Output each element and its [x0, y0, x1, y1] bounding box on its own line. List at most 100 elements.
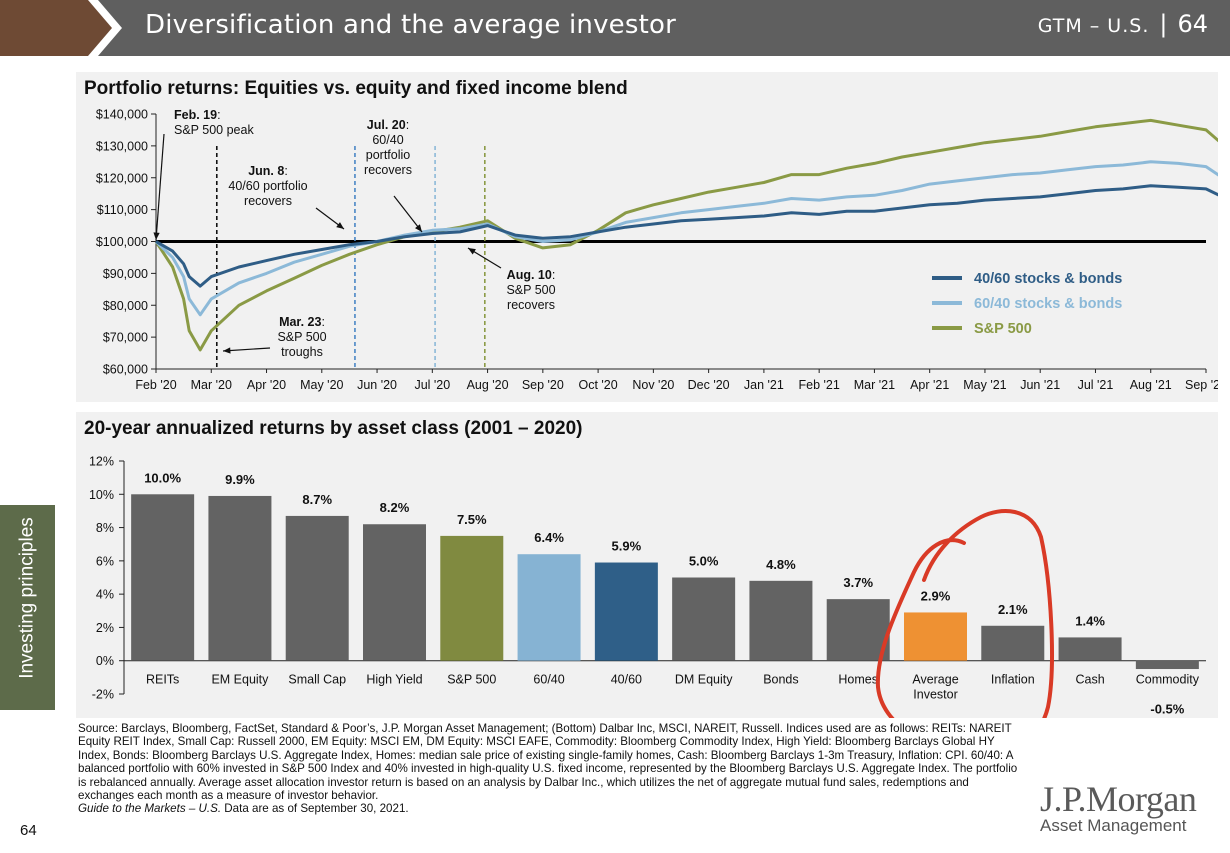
bar-small-cap	[285, 515, 349, 661]
line-x-tick-label: Apr '21	[910, 378, 949, 392]
bar-category-label: S&P 500	[447, 673, 496, 687]
annotation-line: recovers	[244, 194, 292, 208]
line-x-tick-label: Jun '20	[357, 378, 397, 392]
annotation-line: S&P 500	[277, 330, 326, 344]
line-y-tick-label: $80,000	[103, 299, 148, 313]
series-line-sp500	[154, 118, 1218, 352]
bar-category-label: Inflation	[991, 673, 1035, 687]
bar-40-60	[594, 562, 658, 661]
annotation-text: Feb. 19: S&P 500 peak	[174, 108, 254, 137]
bar-high-yield	[363, 524, 426, 661]
annotation-colon: :	[321, 315, 324, 329]
bar-value-label: -0.5%	[1150, 702, 1184, 717]
bar-dm-equity	[672, 577, 736, 661]
annotation-text: Jul. 20: 60/40 portfolio recovers	[364, 118, 412, 177]
bar-inflation	[981, 625, 1045, 661]
line-x-tick-label: May '20	[300, 378, 343, 392]
annotation-arrow-head	[468, 248, 476, 255]
annotation-text: Jun. 8: 40/60 portfolio recovers	[228, 164, 307, 208]
annotation-line: recovers	[507, 298, 555, 312]
series-line-60-40	[154, 160, 1218, 317]
bar-category-label: Investor	[913, 688, 957, 702]
header-band: Diversification and the average investor…	[0, 0, 1230, 56]
bar-value-label: 2.1%	[998, 602, 1028, 617]
annotation-line: recovers	[364, 163, 412, 177]
header-accent-chevron	[0, 0, 112, 56]
line-x-tick-label: Sep '20	[522, 378, 564, 392]
annotation-line: portfolio	[366, 148, 411, 162]
bar-category-label: High Yield	[366, 673, 422, 687]
annotation-line: S&P 500	[506, 283, 555, 297]
line-y-tick-label: $140,000	[96, 108, 148, 122]
bar-y-tick-label: 10%	[89, 488, 114, 502]
annotation-date: Aug. 10	[507, 268, 552, 282]
line-x-tick-label: Mar '21	[854, 378, 895, 392]
annotation-arrow-head	[336, 222, 344, 229]
bar-category-label: Cash	[1075, 673, 1104, 687]
annotation-text: Mar. 23: S&P 500 troughs	[277, 315, 326, 359]
line-y-tick-label: $70,000	[103, 331, 148, 345]
source-text: Source: Barclays, Bloomberg, FactSet, St…	[78, 722, 1018, 803]
bar-y-tick-label: 12%	[89, 455, 114, 469]
line-x-tick-label: Aug '20	[467, 378, 509, 392]
bar-value-label: 7.5%	[457, 512, 487, 527]
gtm-label: GTM – U.S.	[1037, 15, 1150, 37]
annotation-line: S&P 500 peak	[174, 123, 254, 137]
bar-y-tick-label: 4%	[96, 588, 114, 602]
annotation-colon: :	[552, 268, 555, 282]
bar-value-label: 8.2%	[380, 500, 410, 515]
line-x-tick-label: Nov '20	[632, 378, 674, 392]
line-x-tick-label: Aug '21	[1130, 378, 1172, 392]
bar-y-tick-label: 0%	[96, 654, 114, 668]
annotation-arrow-head	[223, 347, 231, 354]
source-footnote: Source: Barclays, Bloomberg, FactSet, St…	[78, 722, 1018, 816]
line-x-tick-label: Dec '20	[688, 378, 730, 392]
bar-category-label: 60/40	[533, 673, 564, 687]
bar-value-label: 3.7%	[843, 575, 873, 590]
bar-value-label: 10.0%	[144, 470, 181, 485]
legend-label: S&P 500	[974, 321, 1032, 337]
bar-value-label: 8.7%	[302, 492, 332, 507]
annotation-colon: :	[217, 108, 220, 122]
logo-wordmark: J.P.Morgan	[1040, 779, 1197, 819]
line-x-tick-label: Sep '21	[1185, 378, 1218, 392]
bar-category-label: Homes	[838, 673, 878, 687]
annotation-line: 40/60 portfolio	[228, 179, 307, 193]
annotation-text: Aug. 10: S&P 500 recovers	[506, 268, 555, 312]
line-y-tick-label: $120,000	[96, 171, 148, 185]
bar-value-label: 5.9%	[612, 539, 642, 554]
line-chart-panel: Portfolio returns: Equities vs. equity a…	[76, 72, 1218, 402]
annotation-line: 60/40	[372, 133, 403, 147]
line-x-tick-label: Jul '20	[414, 378, 450, 392]
series-line-40-60	[155, 184, 1218, 288]
bar-value-label: 6.4%	[534, 530, 564, 545]
header-page-number: 64	[1177, 10, 1208, 38]
line-y-tick-label: $90,000	[103, 267, 148, 281]
bar-category-label: REITs	[146, 673, 179, 687]
slide-title: Diversification and the average investor	[145, 10, 676, 40]
header-right: GTM – U.S. | 64	[1038, 10, 1208, 38]
line-y-tick-label: $60,000	[103, 363, 148, 377]
line-x-tick-label: Feb '20	[135, 378, 176, 392]
line-x-tick-label: Jun '21	[1020, 378, 1060, 392]
bar-cash	[1058, 637, 1122, 661]
annotation-arrow-line	[155, 133, 165, 241]
annotation-date: Jun. 8	[248, 164, 284, 178]
line-chart: $60,000 $70,000 $80,000 $90,000 $100,000 $110…	[96, 108, 1218, 392]
annotation-colon: :	[406, 118, 409, 132]
annotation-colon: :	[284, 164, 287, 178]
annotation-date: Feb. 19	[174, 108, 217, 122]
header-shapes	[0, 0, 1230, 56]
annotation-arrow-line	[222, 347, 271, 352]
guide-title: Guide to the Markets – U.S.	[78, 802, 222, 816]
bar-y-tick-label: 2%	[96, 621, 114, 635]
bar-category-label: Bonds	[763, 673, 798, 687]
bar-60-40	[517, 554, 581, 661]
bar-s-p-500	[440, 535, 504, 661]
bar-reits	[131, 494, 195, 661]
annotation-arrow-head	[415, 224, 422, 232]
bar-category-label: Small Cap	[288, 673, 346, 687]
header-band-shape	[98, 0, 1230, 56]
line-y-tick-label: $110,000	[97, 203, 148, 217]
line-x-tick-label: Oct '20	[578, 378, 617, 392]
